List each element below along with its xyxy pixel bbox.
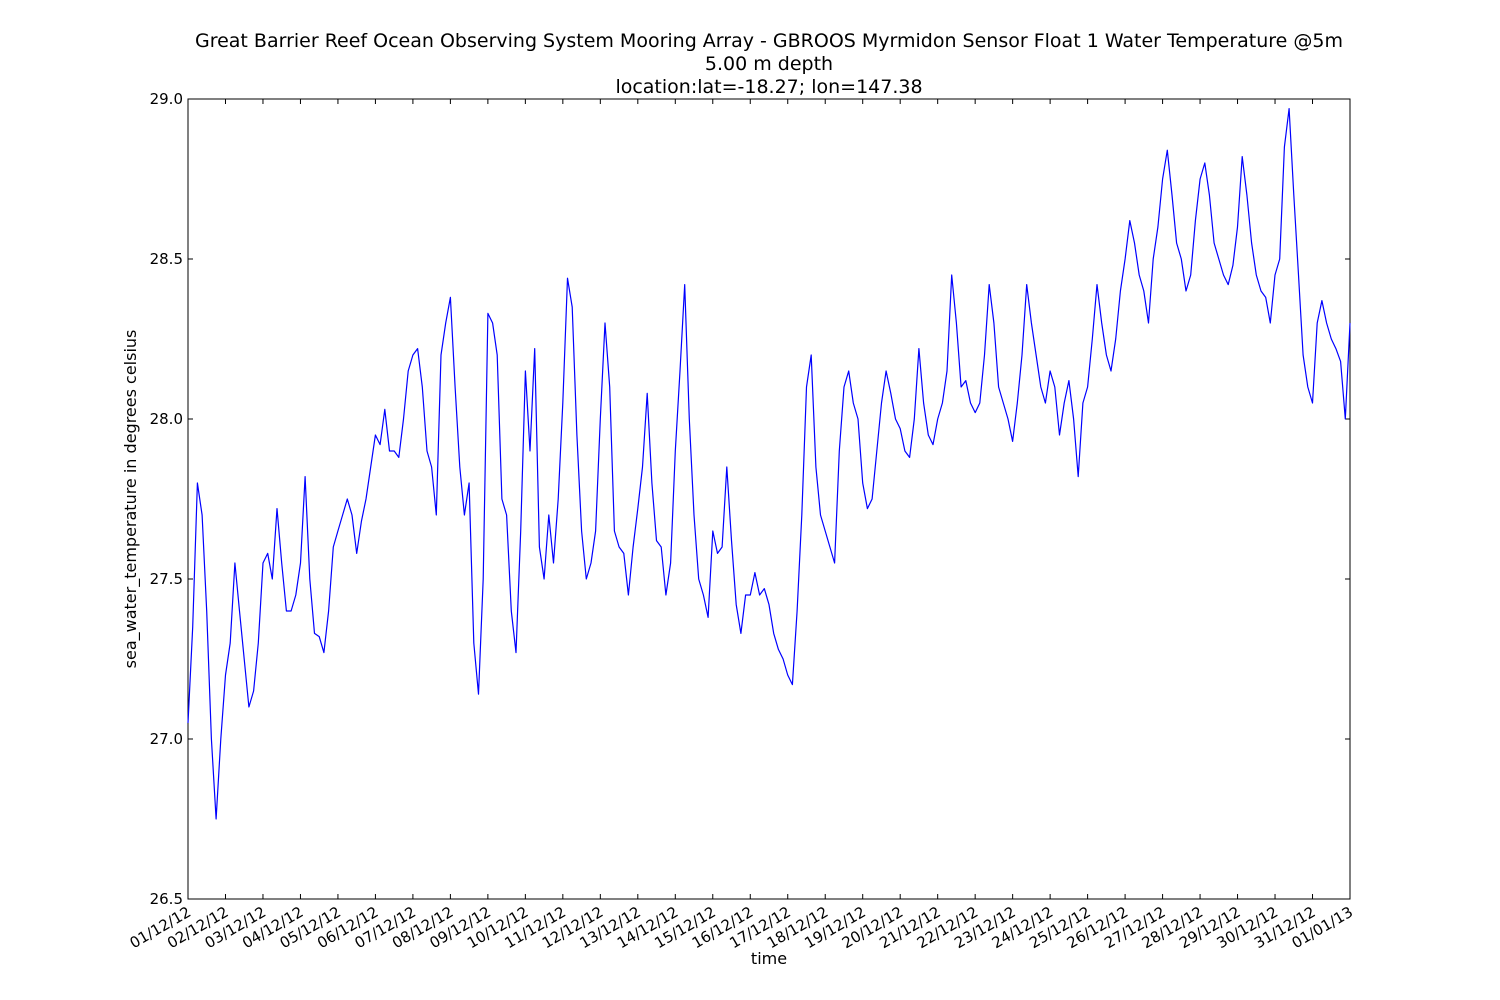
x-axis-label: time: [751, 949, 787, 968]
y-tick-label: 28.0: [150, 410, 183, 428]
y-tick-label: 26.5: [150, 890, 183, 908]
x-axis: 01/12/1202/12/1203/12/1204/12/1205/12/12…: [127, 99, 1356, 952]
chart-title-line-3: location:lat=-18.27; lon=147.38: [615, 76, 922, 98]
plot-frame: [187, 98, 1351, 900]
y-tick-label: 28.5: [150, 250, 183, 268]
y-axis-label: sea_water_temperature in degrees celsius: [121, 330, 141, 669]
y-tick-label: 27.5: [150, 570, 183, 588]
y-tick-label: 29.0: [150, 90, 183, 108]
chart-title-line-1: Great Barrier Reef Ocean Observing Syste…: [195, 30, 1343, 52]
y-tick-label: 27.0: [150, 730, 183, 748]
plot-area: 26.5 27.0 27.5 28.0 28.5 29.0 01/12/1202/12/1…: [127, 90, 1356, 952]
chart-title-line-2: 5.00 m depth: [705, 53, 833, 75]
series-line: [187, 108, 1351, 820]
y-axis: 26.5 27.0 27.5 28.0 28.5 29.0: [150, 90, 1350, 908]
